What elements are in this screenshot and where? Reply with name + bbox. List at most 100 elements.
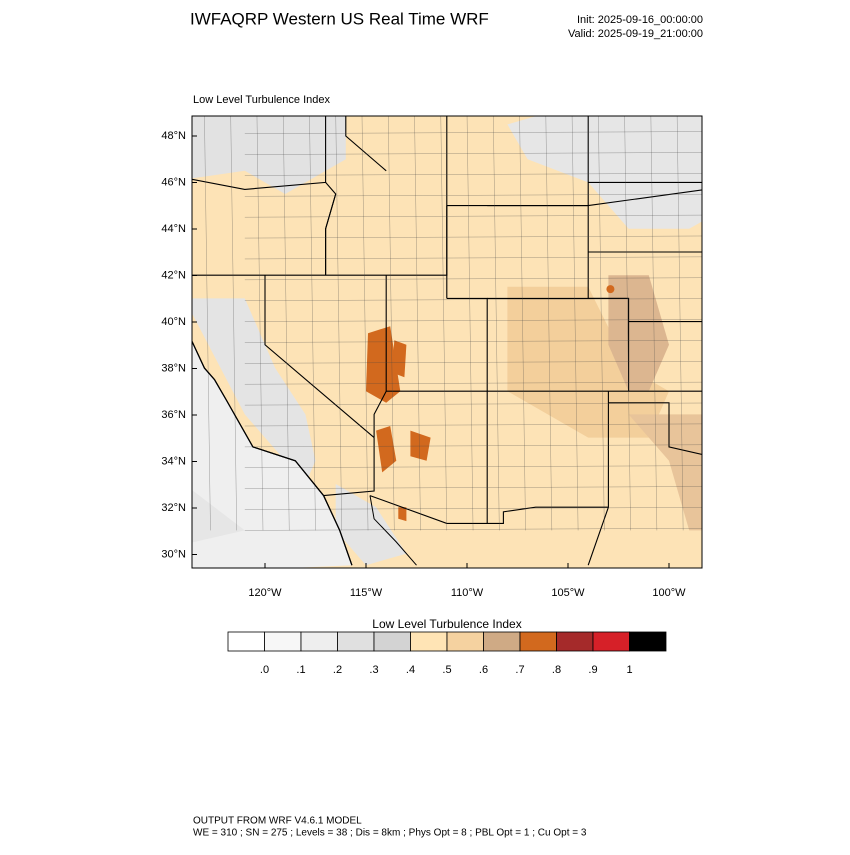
colorbar-label: .3: [369, 664, 378, 676]
state-border: [487, 391, 609, 524]
colorbar-label: .4: [406, 664, 415, 676]
footer-line: OUTPUT FROM WRF V4.6.1 MODEL: [193, 816, 362, 827]
low-index-area: [507, 286, 669, 438]
lat-label: 32°N: [161, 502, 186, 514]
colorbar-box: [264, 631, 302, 652]
high-index-area: [376, 426, 397, 473]
map-frame: [191, 115, 703, 569]
county-line: [677, 116, 684, 531]
county-line: [244, 465, 702, 468]
high-index-area: [398, 507, 407, 522]
colorbar-box: [592, 631, 630, 652]
county-line: [244, 507, 702, 510]
county-line: [493, 116, 500, 531]
low-index-area: [192, 116, 346, 194]
county-line: [244, 528, 702, 531]
colorbar-label: .7: [515, 664, 524, 676]
county-line: [230, 116, 237, 531]
state-border: [264, 275, 375, 439]
title: IWFAQRP Western US Real Time WRF: [190, 9, 489, 28]
county-line: [244, 131, 702, 134]
low-index-area: [628, 414, 702, 531]
colorbar-label: .2: [333, 664, 342, 676]
lat-label: 42°N: [161, 269, 186, 281]
lon-label: 120°W: [248, 587, 282, 599]
low-index-area: [507, 116, 702, 229]
colorbar-box: [629, 631, 667, 652]
high-index-area: [410, 430, 431, 461]
map: 48°N 46°N 44°N 42°N 40°N 38°N 36°N 34°N 32°N 30°N…: [161, 110, 750, 599]
county-line: [244, 214, 702, 218]
county-line: [245, 110, 750, 112]
county-line: [244, 340, 702, 343]
low-index-area: [192, 298, 316, 484]
state-border: [373, 275, 387, 438]
county-line: [244, 152, 702, 155]
low-index-area: [608, 275, 669, 392]
colorbar-label: .5: [442, 664, 451, 676]
county-line: [545, 116, 552, 531]
colorbar-label: .9: [588, 664, 597, 676]
county-line: [244, 319, 702, 322]
lat-label: 44°N: [161, 223, 186, 235]
county-line: [440, 116, 447, 531]
footer-line: WE = 310 ; SN = 275 ; Levels = 38 ; Dis …: [193, 828, 587, 839]
county-line: [204, 116, 211, 531]
colorbar-box: [446, 631, 484, 652]
ocean: [192, 341, 352, 568]
county-line: [703, 113, 709, 531]
lat-label: 46°N: [161, 176, 186, 188]
lon-label: 115°W: [350, 587, 383, 599]
county-line: [244, 277, 702, 280]
lat-label: 38°N: [161, 362, 186, 374]
low-index-area: [192, 489, 245, 543]
county-line: [730, 113, 736, 531]
state-border: [608, 402, 702, 456]
colorbar-label: .8: [552, 664, 561, 676]
colorbar-box: [483, 631, 521, 652]
colorbar-box: [337, 631, 375, 652]
state-border: [588, 251, 702, 253]
county-line: [244, 298, 702, 301]
colorbar-box: [373, 631, 411, 652]
state-border: [192, 116, 327, 190]
county-line: [335, 116, 342, 531]
county-line: [571, 116, 579, 531]
lon-label: 110°W: [451, 587, 484, 599]
high-index-area: [606, 285, 615, 294]
county-line: [650, 116, 658, 531]
county-line: [244, 444, 702, 448]
colorbar-box: [519, 631, 557, 652]
colorbar-label: .0: [260, 664, 269, 676]
county-line: [598, 116, 605, 531]
county-line: [361, 116, 369, 531]
county-line: [624, 116, 631, 531]
state-border: [487, 297, 630, 392]
county-line: [466, 116, 474, 531]
county-line: [244, 382, 702, 385]
colorbar-label: .1: [296, 664, 305, 676]
colorbar-label: .6: [479, 664, 488, 676]
low-index-area: [335, 484, 407, 566]
county-line: [244, 194, 702, 197]
county-line: [283, 116, 290, 531]
coastline: [192, 339, 353, 566]
init-time: Init: 2025-09-16_00:00:00: [577, 14, 703, 26]
county-line: [519, 116, 526, 531]
county-line: [309, 116, 316, 531]
colorbar-box: [227, 631, 265, 652]
colorbar: .0 .1 .2 .3 .4 .5 .6 .7 .8 .9 1: [227, 631, 667, 676]
county-line: [244, 423, 702, 427]
map-subtitle: Low Level Turbulence Index: [193, 94, 330, 106]
valid-time: Valid: 2025-09-19_21:00:00: [568, 28, 703, 40]
county-line: [244, 402, 702, 406]
lon-label: 100°W: [652, 587, 686, 599]
colorbar-title: Low Level Turbulence Index: [372, 617, 521, 631]
lat-label: 36°N: [161, 409, 186, 421]
lat-label: 40°N: [161, 316, 186, 328]
state-border: [325, 193, 337, 276]
lat-label: 48°N: [161, 130, 186, 142]
colorbar-label: 1: [626, 664, 632, 676]
state-border: [587, 507, 609, 566]
